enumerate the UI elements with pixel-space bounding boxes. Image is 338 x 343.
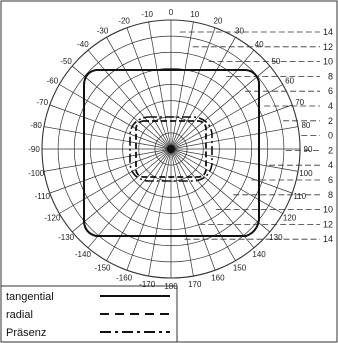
angle-label: -80 bbox=[30, 121, 42, 130]
angle-label: 110 bbox=[293, 192, 306, 201]
angle-label: -40 bbox=[77, 40, 89, 49]
angle-label: -50 bbox=[60, 57, 72, 66]
grid-spoke bbox=[71, 148, 172, 233]
grid-spoke bbox=[170, 84, 283, 150]
grid-spoke bbox=[106, 37, 172, 150]
grid-spoke bbox=[59, 148, 172, 214]
range-label: 12 bbox=[323, 219, 333, 229]
grid-spoke bbox=[170, 21, 194, 150]
detection-patterns bbox=[83, 69, 260, 237]
legend-box bbox=[0, 285, 178, 343]
legend-radial-label: radial bbox=[6, 309, 33, 321]
grid-spoke bbox=[170, 148, 194, 277]
angle-label: 140 bbox=[252, 250, 266, 259]
angle-label: 90 bbox=[304, 145, 313, 154]
range-label: 0 bbox=[328, 131, 333, 141]
grid-spoke bbox=[126, 148, 172, 271]
angle-label: 80 bbox=[301, 121, 310, 130]
grid-spoke bbox=[170, 148, 293, 194]
tangential-pattern bbox=[83, 69, 260, 237]
angle-label: -150 bbox=[94, 264, 111, 273]
angle-label: -20 bbox=[118, 16, 130, 25]
angle-label: 0 bbox=[169, 8, 174, 17]
angle-label: -60 bbox=[47, 77, 59, 86]
angle-label: -30 bbox=[97, 26, 109, 35]
grid-spoke bbox=[106, 148, 172, 261]
grid-spoke bbox=[170, 148, 255, 249]
angle-label: -130 bbox=[58, 233, 75, 242]
angle-label: 10 bbox=[190, 10, 199, 19]
grid-spoke bbox=[170, 49, 255, 150]
angle-label: -120 bbox=[44, 214, 61, 223]
grid-spoke bbox=[148, 148, 172, 277]
grid-spoke bbox=[170, 104, 293, 150]
angle-label: -140 bbox=[75, 250, 92, 259]
range-label: 2 bbox=[328, 145, 333, 155]
grid-spoke bbox=[126, 27, 172, 150]
range-label: 10 bbox=[323, 57, 333, 67]
grid-spoke bbox=[170, 148, 283, 214]
angle-label: 60 bbox=[285, 77, 294, 86]
center-point bbox=[167, 145, 175, 153]
grid-spoke bbox=[170, 37, 236, 150]
angle-label: 20 bbox=[213, 16, 222, 25]
presence-pattern bbox=[129, 116, 213, 182]
range-label: 6 bbox=[328, 86, 333, 96]
angle-label: -100 bbox=[28, 169, 45, 178]
range-label: 12 bbox=[323, 42, 333, 52]
angle-label: 170 bbox=[188, 280, 202, 289]
range-label: 8 bbox=[328, 190, 333, 200]
angle-label: -110 bbox=[35, 192, 51, 201]
angle-label: 50 bbox=[271, 57, 280, 66]
grid-spoke bbox=[148, 21, 172, 150]
grid-spoke bbox=[43, 148, 172, 172]
grid-spoke bbox=[170, 148, 216, 271]
angle-label: -70 bbox=[37, 98, 49, 107]
grid-spoke bbox=[170, 148, 271, 233]
angle-label: 40 bbox=[255, 40, 264, 49]
angle-label: -90 bbox=[28, 145, 40, 154]
angle-label: 100 bbox=[299, 169, 313, 178]
grid-spoke bbox=[43, 126, 172, 150]
range-label: 14 bbox=[323, 234, 333, 244]
polar-grid bbox=[41, 19, 301, 279]
grid-spoke bbox=[71, 65, 172, 150]
range-label: 2 bbox=[328, 116, 333, 126]
legend-presence-label: Präsenz bbox=[6, 327, 46, 339]
radial-pattern bbox=[135, 120, 207, 178]
angle-label: 120 bbox=[283, 214, 297, 223]
range-label: 8 bbox=[328, 71, 333, 81]
angle-label: -170 bbox=[139, 280, 156, 289]
grid-spoke bbox=[170, 126, 299, 150]
grid-spoke bbox=[170, 148, 236, 261]
range-label: 14 bbox=[323, 27, 333, 37]
grid-spoke bbox=[87, 148, 172, 249]
grid-spoke bbox=[170, 65, 271, 150]
grid-spoke bbox=[170, 27, 216, 150]
angle-label: 30 bbox=[235, 26, 244, 35]
grid-spoke bbox=[87, 49, 172, 150]
angle-label: 180 bbox=[164, 282, 178, 291]
angle-label: -10 bbox=[141, 10, 153, 19]
legend-tangential-label: tangential bbox=[6, 291, 54, 303]
angle-label: 130 bbox=[269, 233, 283, 242]
range-label: 4 bbox=[328, 160, 333, 170]
range-label: 6 bbox=[328, 175, 333, 185]
angle-label: 150 bbox=[233, 264, 247, 273]
range-leader-lines bbox=[179, 31, 320, 240]
range-label: 10 bbox=[323, 205, 333, 215]
range-label: 4 bbox=[328, 101, 333, 111]
angle-label: 70 bbox=[295, 98, 304, 107]
grid-spoke bbox=[49, 148, 172, 194]
angle-label: 160 bbox=[211, 274, 225, 283]
grid-spoke bbox=[49, 104, 172, 150]
grid-spoke bbox=[170, 148, 299, 172]
range-labels: 14 12 10 8 6 4 2 0 2 4 6 8 10 12 14 bbox=[323, 27, 333, 244]
angle-label: -160 bbox=[116, 274, 133, 283]
grid-spoke bbox=[59, 84, 172, 150]
